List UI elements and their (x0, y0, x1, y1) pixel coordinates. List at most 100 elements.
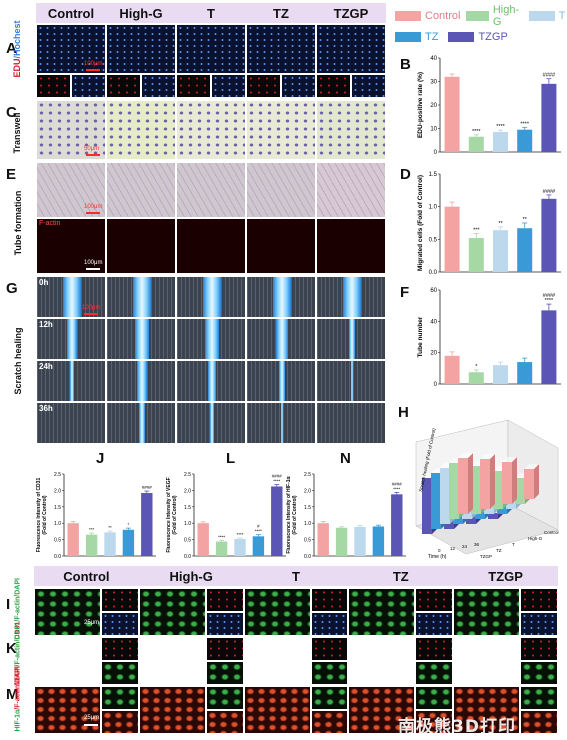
significance-label: * (475, 364, 478, 370)
y-tick-label: 1.5 (54, 505, 61, 511)
ikm-channel-image (310, 661, 349, 685)
ikm-merged-image (34, 588, 102, 636)
y-tick-label: 1.5 (429, 172, 438, 178)
panel-letter-m: M (6, 686, 19, 703)
legend-t: T (528, 4, 566, 28)
h-group-tick: High-G (528, 536, 543, 541)
panel-g-images: 0h 12h 24h 36h 100μm (36, 276, 386, 444)
ikm-channel-image (101, 710, 139, 734)
panel-letter-c: C (6, 104, 17, 121)
panel-c-images: 50μm (36, 100, 386, 160)
ikm-channel-image (520, 661, 558, 685)
panel-a-scale-text: 100μm (84, 61, 103, 67)
panel-a-images: 100μm (36, 24, 386, 98)
bar-t (354, 526, 366, 556)
bar-control (444, 206, 460, 272)
ikm-channel-image (205, 612, 244, 636)
y-tick-label: 20 (430, 103, 437, 109)
y-tick-label: 30 (430, 80, 437, 86)
ikm-merged-image (138, 686, 206, 734)
panel-e-images: 100μm F-actin 100μm (36, 162, 386, 274)
y-tick-label: 40 (430, 56, 437, 62)
y-tick-label: 1.0 (429, 205, 438, 211)
significance-label: ** (523, 217, 528, 223)
ikm-channel-image (415, 588, 454, 612)
chart-l: 0.0 0.5 1.0 1.5 2.0 2.5 Fluorescence Intensity… (166, 472, 286, 560)
bar-high-g (215, 541, 228, 556)
bar3d-front (471, 466, 481, 514)
legend-tz: TZ (395, 31, 438, 43)
bottom-group-header: Control High-G T TZ TZGP (34, 566, 558, 586)
y-tick-label: 1.0 (184, 521, 191, 527)
legend-control: Control (395, 4, 460, 28)
h-x-tick: 36 (474, 542, 480, 547)
bar-tzgp (391, 494, 403, 556)
h-group-tick: TZGP (480, 554, 492, 559)
y-tick-label: 0 (434, 150, 438, 156)
bar-tzgp (141, 493, 153, 556)
chart-n: 0.0 0.5 1.0 1.5 2.0 2.5 Fluorescence Intensity… (286, 472, 406, 560)
panel-m-label: HIF-1α/F-actin/DAPI (14, 666, 22, 732)
bar3d-front (493, 471, 503, 509)
significance-label: **** (236, 532, 243, 537)
panel-letter-i: I (6, 596, 11, 613)
y-tick-label: 1.0 (54, 521, 61, 527)
bar-tz (252, 536, 265, 556)
panel-a-scale-bar (86, 69, 100, 71)
ikm-channel-image (520, 588, 558, 612)
group-label-tzgp-bottom: TZGP (488, 568, 523, 584)
ikm-channel-image (310, 686, 349, 710)
ikm-channel-image (205, 661, 244, 685)
chart-f: 0 20 40 60 Tube number * ####**** (417, 288, 561, 388)
legend-highg: High-G (466, 4, 522, 28)
y-axis-label: Fluorescence Intensity of CD31(Fold of C… (36, 478, 48, 553)
ikm-channel-image (415, 637, 454, 661)
y-tick-label: 1.0 (304, 521, 311, 527)
bar3d-top (524, 464, 539, 469)
panel-letter-e: E (6, 166, 17, 183)
panel-e-scale-text-1: 100μm (84, 204, 103, 210)
significance-label: #### (272, 473, 283, 478)
y-tick-label: 0.5 (184, 538, 191, 544)
y-axis-label: Migrated cells (Fold of Control) (417, 175, 424, 271)
bar-tzgp (541, 310, 557, 384)
panel-i-scale-text: 25μm (84, 620, 100, 626)
bar3d-front (502, 462, 512, 504)
y-axis-label: Tube number (417, 316, 424, 357)
ikm-merged-image (348, 637, 416, 685)
h-x-tick: 0 (438, 548, 441, 553)
y-tick-label: 0.5 (54, 538, 61, 544)
bar3d-front (524, 469, 534, 499)
ikm-merged-image (243, 637, 311, 685)
group-label-t-bottom: T (292, 568, 300, 584)
y-tick-label: 2.0 (184, 488, 191, 494)
ikm-merged-image (34, 637, 102, 685)
y-tick-label: 2.5 (304, 472, 311, 478)
top-group-header: Control High-G T TZ TZGP (36, 3, 386, 23)
significance-label: #### (543, 293, 556, 299)
panel-letter-n: N (340, 450, 351, 467)
bar3d-side (512, 457, 517, 504)
time-label-36h: 36h (39, 404, 53, 413)
y-tick-label: 2.0 (304, 488, 311, 494)
ikm-merged-image (453, 588, 521, 636)
ikm-merged-image (348, 686, 416, 734)
chart-j: 0.0 0.5 1.0 1.5 2.0 2.5 Fluorescence Intensity… (36, 472, 156, 560)
panel-letter-k: K (6, 640, 17, 657)
group-label-t: T (207, 5, 215, 21)
bar3d-front (515, 478, 525, 504)
bar-t (492, 365, 509, 384)
significance-label: * (128, 522, 130, 527)
bar3d-front (480, 459, 490, 509)
bar-control (67, 523, 79, 556)
y-tick-label: 0.5 (429, 237, 438, 243)
chart-h-3d: Scratch healing (Fold of Control)Time (h… (415, 419, 559, 560)
panel-m-scale-bar (84, 724, 98, 726)
bar-tzgp (271, 486, 283, 556)
bar3d-side (490, 454, 495, 509)
significance-label: ** (498, 221, 503, 227)
panel-letter-d: D (400, 166, 411, 183)
y-axis-label: Fluorescence Intensity of VEGF(Fold of C… (166, 477, 178, 552)
panel-g-scale-text: 100μm (82, 305, 101, 311)
significance-label: *** (89, 527, 95, 532)
